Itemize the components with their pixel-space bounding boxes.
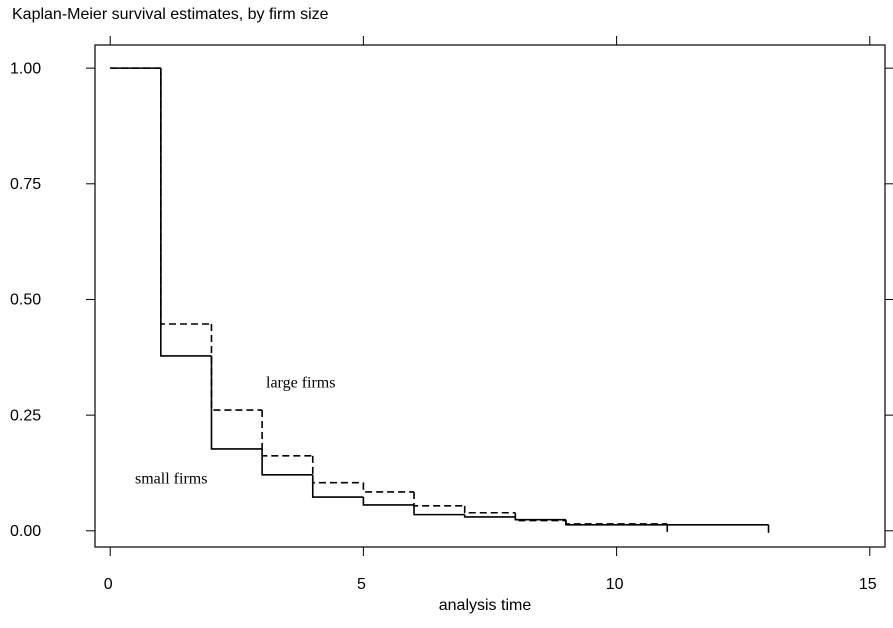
survival-step: [311, 474, 364, 498]
survival-step: [362, 482, 415, 493]
survival-step: [261, 410, 313, 457]
survival-step: [160, 68, 212, 357]
series-label: large firms: [266, 375, 335, 392]
plot-frame: [94, 44, 886, 548]
x-axis-label: analysis time: [439, 597, 532, 614]
survival-step: [160, 68, 212, 325]
survival-step: [362, 497, 415, 506]
survival-step: [463, 505, 516, 514]
survival-step: [210, 323, 263, 411]
survival-step: [311, 455, 364, 484]
y-tick-label: 0.25: [10, 407, 41, 424]
x-tick-label: 0: [104, 576, 113, 593]
series-label: small firms: [135, 471, 207, 488]
x-tick-label: 5: [357, 576, 366, 593]
survival-step: [413, 491, 465, 507]
survival-step: [413, 504, 465, 516]
chart-title: Kaplan-Meier survival estimates, by firm…: [12, 6, 329, 23]
y-tick-label: 0.00: [10, 523, 41, 540]
survival-step: [261, 448, 313, 476]
survival-step: [514, 516, 566, 521]
survival-step: [565, 520, 668, 525]
x-tick-label: 10: [606, 576, 624, 593]
survival-step: [514, 512, 566, 522]
y-tick-label: 1.00: [10, 60, 41, 77]
y-tick-label: 0.75: [10, 176, 41, 193]
y-tick-label: 0.50: [10, 292, 41, 309]
survival-step: [463, 514, 516, 518]
survival-step: [210, 355, 263, 450]
x-tick-label: 15: [859, 576, 877, 593]
